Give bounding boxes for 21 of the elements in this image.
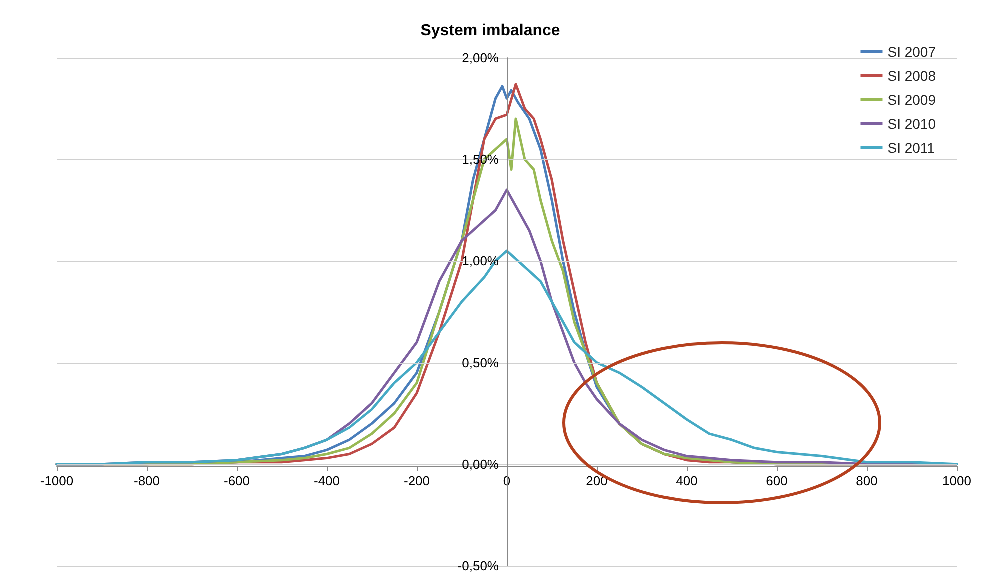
x-tick-label: 400 <box>676 473 698 488</box>
x-tick-label: 800 <box>856 473 878 488</box>
y-tick-label: 1,00% <box>462 254 500 269</box>
legend-label: SI 2007 <box>888 44 936 60</box>
y-tick-label: 0,50% <box>462 355 500 370</box>
y-tick-label: -0,50% <box>458 558 500 574</box>
x-tick-label: 1000 <box>942 473 972 488</box>
x-tick-label: -1000 <box>40 473 74 488</box>
x-tick-label: -600 <box>224 473 250 488</box>
y-tick-label: 1,50% <box>462 152 500 168</box>
legend-label: SI 2009 <box>888 92 936 108</box>
legend-label: SI 2008 <box>888 68 936 84</box>
y-tick-label: 2,00% <box>462 50 500 66</box>
legend-label: SI 2010 <box>888 116 936 132</box>
x-tick-label: -200 <box>404 473 430 488</box>
legend-label: SI 2011 <box>888 140 936 156</box>
y-tick-label: 0,00% <box>462 456 500 472</box>
x-tick-label: -400 <box>314 473 340 488</box>
x-tick-label: 600 <box>766 473 788 488</box>
x-tick-label: -800 <box>134 473 160 488</box>
chart-title: System imbalance <box>420 22 560 40</box>
